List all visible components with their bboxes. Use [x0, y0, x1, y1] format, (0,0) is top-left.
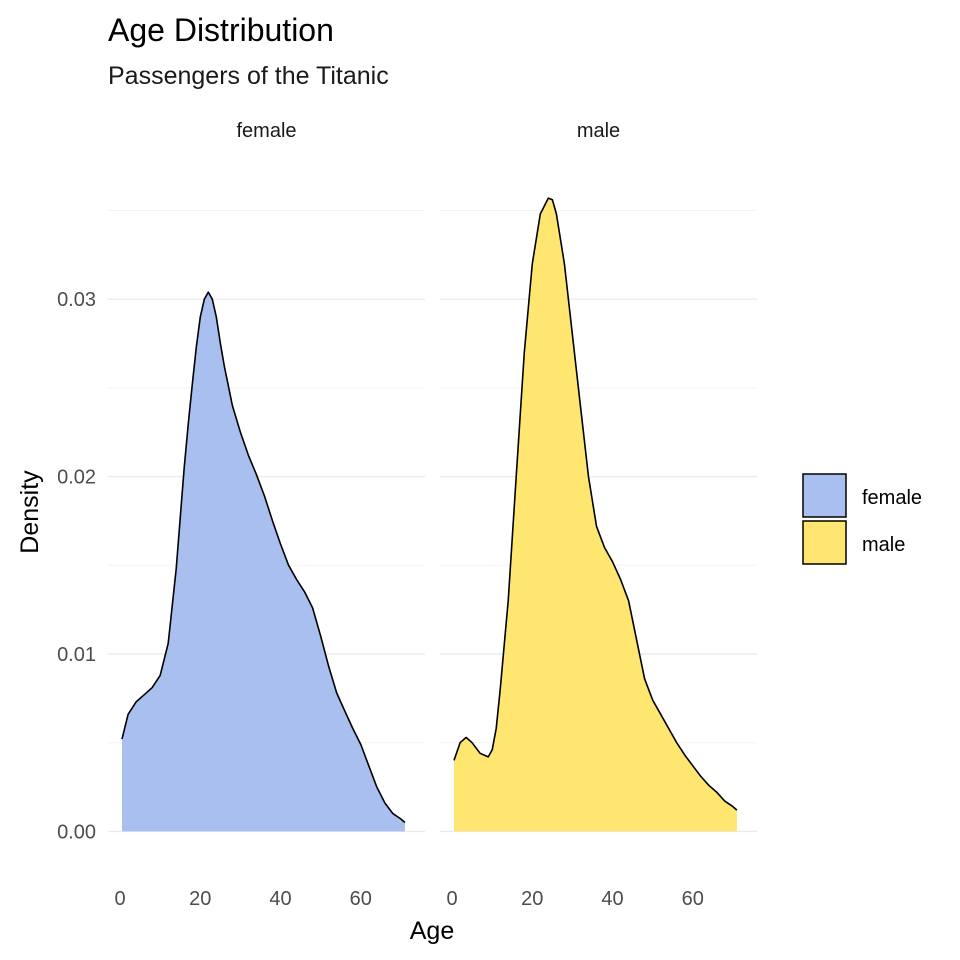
- x-tick-label: 0: [114, 888, 125, 910]
- density-line-female: [121, 291, 406, 824]
- y-tick-label: 0.01: [57, 644, 96, 666]
- legend-label: female: [862, 487, 922, 509]
- x-tick-label: 0: [446, 888, 457, 910]
- x-tick-label: 40: [601, 888, 623, 910]
- x-tick-label: 40: [269, 888, 291, 910]
- facet-female: female 0 20 40 60: [108, 120, 425, 910]
- y-axis-title: Density: [16, 470, 44, 554]
- x-tick-label: 20: [189, 888, 211, 910]
- facet-strip-label: male: [577, 120, 620, 142]
- legend-item-male: male: [802, 520, 905, 565]
- y-axis-ticks: 0.00 0.01 0.02 0.03: [57, 289, 96, 843]
- legend-swatch: [802, 473, 847, 518]
- y-tick-label: 0.00: [57, 821, 96, 843]
- legend-item-female: female: [802, 473, 922, 518]
- facet-strip-label: female: [236, 120, 296, 142]
- x-tick-label: 60: [350, 888, 372, 910]
- facet-panels: female 0 20 40 60 male 0 20 40 60: [108, 120, 757, 910]
- y-tick-label: 0.02: [57, 467, 96, 489]
- x-tick-label: 60: [682, 888, 704, 910]
- density-line-male: [453, 197, 738, 811]
- x-axis-title: Age: [410, 917, 454, 945]
- legend-swatch: [802, 520, 847, 565]
- density-area-female: [122, 292, 405, 832]
- facet-male: male 0 20 40 60: [440, 120, 757, 910]
- chart-title: Age Distribution: [108, 12, 334, 48]
- legend: female male: [802, 473, 922, 565]
- y-tick-label: 0.03: [57, 289, 96, 311]
- chart-subtitle: Passengers of the Titanic: [108, 62, 389, 90]
- legend-label: male: [862, 534, 905, 556]
- x-tick-label: 20: [521, 888, 543, 910]
